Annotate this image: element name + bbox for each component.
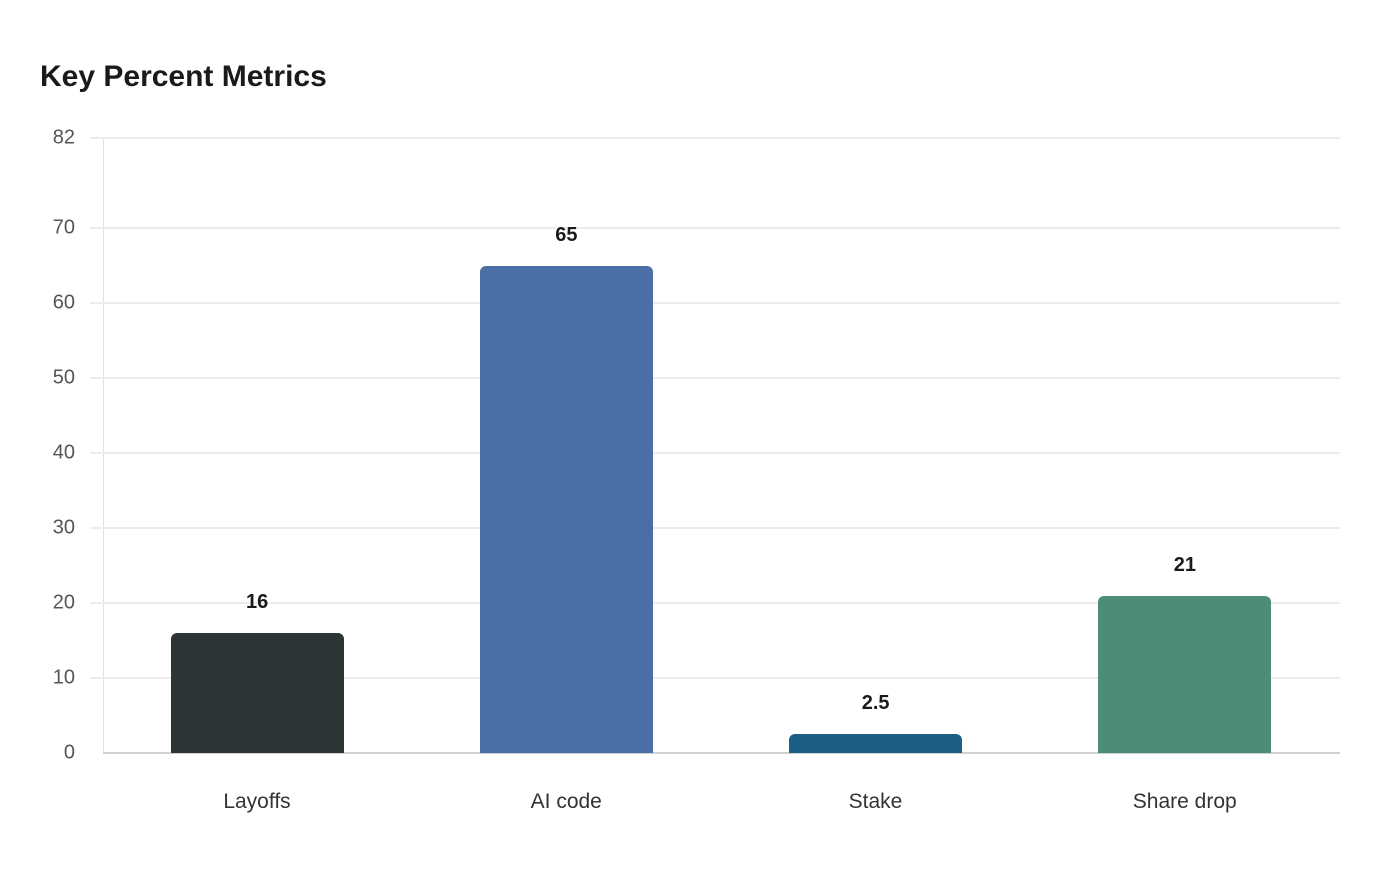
gridline [90,602,1340,604]
bar-share-drop [1098,595,1272,753]
y-tick-label: 10 [52,666,75,689]
chart-title: Key Percent Metrics [40,60,327,93]
gridline [90,377,1340,379]
gridline [90,227,1340,229]
y-tick-label: 40 [52,441,75,464]
value-label: 65 [555,223,578,246]
x-tick-label: Layoffs [223,790,291,813]
gridline [90,677,1340,679]
y-tick-label: 50 [52,366,75,389]
value-label: 21 [1173,553,1196,576]
x-axis-line [103,752,1340,754]
y-tick-label: 30 [52,516,75,539]
value-label: 2.5 [861,692,890,715]
gridline [90,302,1340,304]
y-tick-label: 60 [52,291,75,314]
gridline [90,527,1340,529]
y-tick-label: 82 [52,126,75,149]
x-tick-label: Stake [848,790,903,813]
y-tick-label: 0 [63,741,75,764]
x-tick-label: AI code [530,790,602,813]
gridline [90,452,1340,454]
bar-ai-code [479,265,653,753]
x-tick-label: Share drop [1132,790,1237,813]
gridline [90,137,1340,139]
value-label: 16 [246,591,269,613]
y-axis-line [103,138,104,753]
bar-stake [789,734,963,753]
plot-area: 0 10 20 30 40 50 60 70 82 16 Layoffs 65 AI code 2.5 St… [53,127,1340,813]
y-tick-label: 20 [52,591,75,614]
bar-layoffs [170,633,344,753]
y-tick-label: 70 [52,216,75,239]
